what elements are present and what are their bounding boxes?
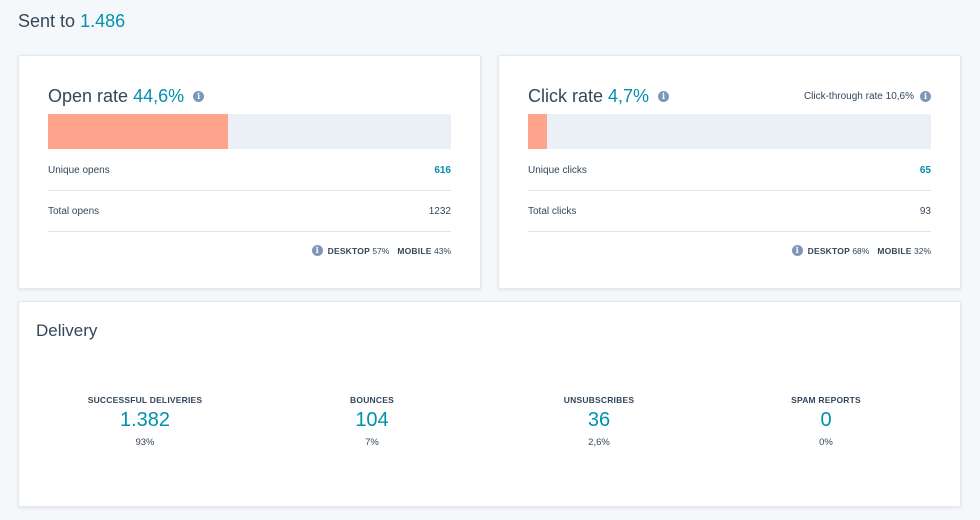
info-icon[interactable]: i <box>920 91 931 102</box>
metric-label: SPAM REPORTS <box>791 395 861 405</box>
unique-opens-label: Unique opens <box>48 164 110 176</box>
metric-percent: 0% <box>819 437 833 448</box>
open-rate-title: Open rate 44,6% i <box>48 86 205 107</box>
metric-bounces: BOUNCES 104 7% <box>272 395 472 448</box>
click-device-breakdown: i DESKTOP 68% MOBILE 32% <box>791 245 931 256</box>
sent-to-count: 1.486 <box>80 11 126 31</box>
unique-opens-value[interactable]: 616 <box>434 164 451 176</box>
desktop-label: DESKTOP <box>807 245 850 256</box>
metric-value: 1.382 <box>119 409 171 431</box>
mobile-stat: MOBILE 32% <box>877 246 931 256</box>
click-rate-title: Click rate 4,7% i <box>528 86 670 107</box>
open-rate-bar-fill <box>48 114 228 149</box>
metric-label: BOUNCES <box>350 395 394 405</box>
click-rate-value: 4,7% <box>608 86 650 106</box>
unique-opens-row: Unique opens 616 <box>48 150 451 191</box>
metric-spam-reports: SPAM REPORTS 0 0% <box>726 395 926 448</box>
open-rate-value: 44,6% <box>133 86 185 106</box>
ctr-value: 10,6% <box>885 91 914 102</box>
click-rate-card: Click rate 4,7% i Click-through rate 10,… <box>498 55 961 289</box>
mobile-value: 32% <box>913 245 931 256</box>
mobile-label: MOBILE <box>397 245 432 256</box>
metric-value: 0 <box>820 409 832 431</box>
sent-to-heading: Sent to 1.486 <box>18 11 125 32</box>
ctr-label: Click-through rate <box>803 91 883 102</box>
open-device-breakdown: i DESKTOP 57% MOBILE 43% <box>311 245 451 256</box>
metric-percent: 7% <box>365 437 379 448</box>
unique-clicks-value[interactable]: 65 <box>919 164 931 176</box>
desktop-stat: DESKTOP 57% <box>328 246 390 256</box>
info-icon[interactable]: i <box>311 245 323 256</box>
delivery-title: Delivery <box>36 321 98 340</box>
info-icon[interactable]: i <box>193 91 205 102</box>
metric-value: 36 <box>587 409 611 431</box>
desktop-value: 57% <box>372 245 390 256</box>
metric-value: 104 <box>355 409 389 431</box>
desktop-stat: DESKTOP 68% <box>808 246 870 256</box>
metric-successful-deliveries: SUCCESSFUL DELIVERIES 1.382 93% <box>45 395 245 448</box>
mobile-stat: MOBILE 43% <box>397 246 451 256</box>
mobile-value: 43% <box>433 245 451 256</box>
metric-percent: 93% <box>135 437 155 448</box>
sent-to-label: Sent to <box>18 11 76 31</box>
click-rate-bar <box>528 114 931 149</box>
open-rate-card: Open rate 44,6% i Unique opens 616 Total… <box>18 55 481 289</box>
metric-percent: 2,6% <box>588 437 610 448</box>
unique-clicks-row: Unique clicks 65 <box>528 150 931 191</box>
info-icon[interactable]: i <box>658 91 670 102</box>
total-opens-row: Total opens 1232 <box>48 191 451 232</box>
total-clicks-value: 93 <box>919 205 931 217</box>
click-rate-bar-fill <box>528 114 547 149</box>
desktop-value: 68% <box>852 245 870 256</box>
click-rate-label: Click rate <box>528 86 604 106</box>
total-opens-label: Total opens <box>48 205 100 217</box>
metric-unsubscribes: UNSUBSCRIBES 36 2,6% <box>499 395 699 448</box>
unique-clicks-label: Unique clicks <box>528 164 587 176</box>
desktop-label: DESKTOP <box>327 245 370 256</box>
delivery-card: Delivery SUCCESSFUL DELIVERIES 1.382 93%… <box>18 301 961 507</box>
total-opens-value: 1232 <box>428 205 451 217</box>
metric-label: SUCCESSFUL DELIVERIES <box>87 395 203 405</box>
mobile-label: MOBILE <box>877 245 912 256</box>
total-clicks-label: Total clicks <box>528 205 577 217</box>
open-rate-bar <box>48 114 451 149</box>
click-through-rate: Click-through rate 10,6% i <box>804 91 931 102</box>
info-icon[interactable]: i <box>791 245 803 256</box>
total-clicks-row: Total clicks 93 <box>528 191 931 232</box>
open-rate-label: Open rate <box>48 86 129 106</box>
metric-label: UNSUBSCRIBES <box>563 395 635 405</box>
